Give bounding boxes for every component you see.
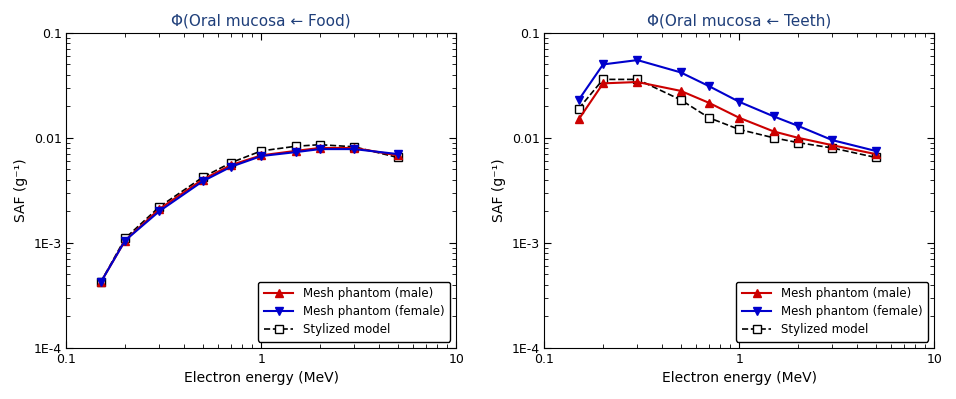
Y-axis label: SAF (g⁻¹): SAF (g⁻¹) [14,158,28,222]
X-axis label: Electron energy (MeV): Electron energy (MeV) [184,371,338,385]
Y-axis label: SAF (g⁻¹): SAF (g⁻¹) [492,158,506,222]
Legend: Mesh phantom (male), Mesh phantom (female), Stylized model: Mesh phantom (male), Mesh phantom (femal… [258,282,450,342]
Legend: Mesh phantom (male), Mesh phantom (female), Stylized model: Mesh phantom (male), Mesh phantom (femal… [736,282,928,342]
Title: Φ(Oral mucosa ← Teeth): Φ(Oral mucosa ← Teeth) [647,14,832,29]
Title: Φ(Oral mucosa ← Food): Φ(Oral mucosa ← Food) [171,14,351,29]
X-axis label: Electron energy (MeV): Electron energy (MeV) [662,371,816,385]
